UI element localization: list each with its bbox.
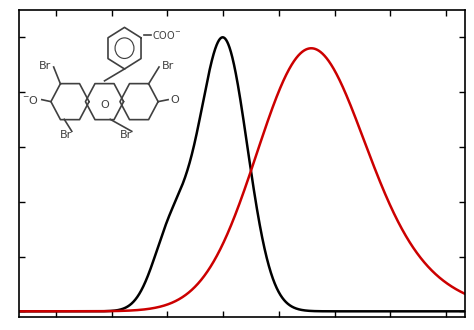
Text: Br: Br <box>162 61 174 71</box>
Text: $^{-}$O: $^{-}$O <box>22 94 39 106</box>
Text: Br: Br <box>38 61 51 71</box>
Text: O: O <box>100 100 109 110</box>
Text: O: O <box>171 95 180 105</box>
Text: COO$^{-}$: COO$^{-}$ <box>152 29 181 41</box>
Text: Br: Br <box>60 130 73 140</box>
Text: Br: Br <box>120 130 132 140</box>
